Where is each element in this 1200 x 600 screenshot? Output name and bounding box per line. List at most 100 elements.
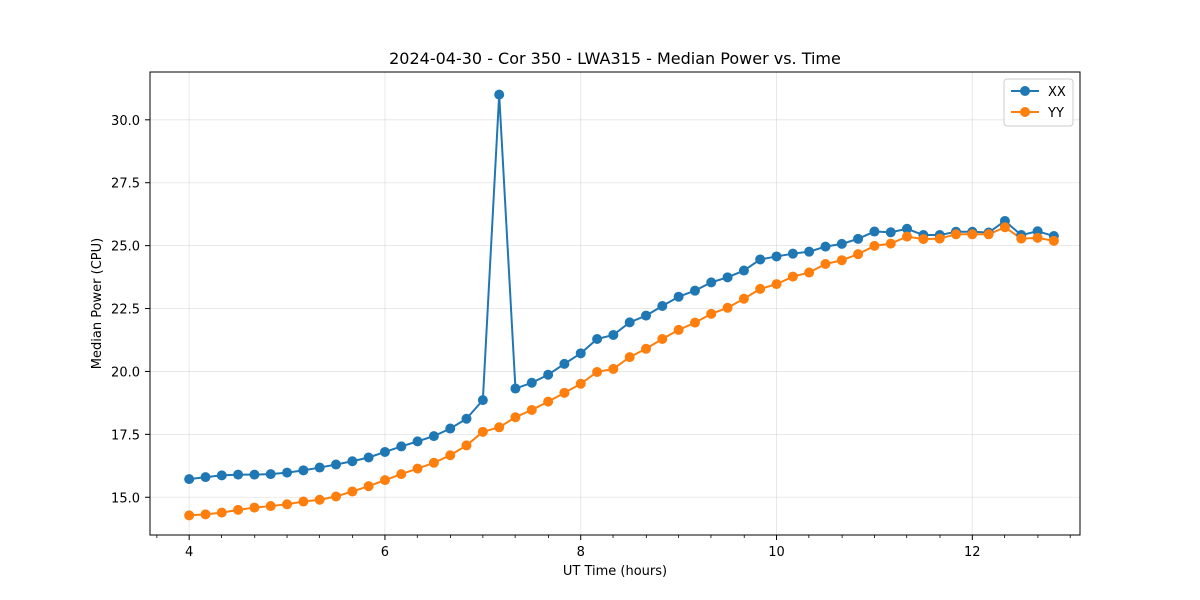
data-point-yy [1032,232,1043,243]
data-point-yy [396,469,407,480]
data-point-yy [738,293,749,304]
data-point-yy [592,366,603,377]
data-point-yy [1016,233,1027,244]
data-point-yy [689,317,700,328]
y-tick-label: 27.5 [111,177,140,192]
data-point-xx [641,310,652,321]
data-point-yy [461,440,472,451]
data-point-yy [820,258,831,269]
data-point-yy [885,238,896,249]
data-point-xx [804,246,815,257]
data-point-yy [673,324,684,335]
data-point-yy [967,229,978,240]
data-point-yy [934,233,945,244]
data-point-xx [706,277,717,288]
data-point-xx [298,465,309,476]
data-point-xx [820,241,831,252]
data-point-yy [265,501,276,512]
data-point-yy [314,494,325,505]
data-point-xx [216,470,227,481]
x-tick-label: 4 [185,545,193,560]
x-tick-label: 12 [964,545,981,560]
data-point-xx [428,431,439,442]
data-point-xx [592,333,603,344]
x-tick-label: 10 [768,545,785,560]
data-point-xx [477,395,488,406]
data-point-xx [575,348,586,359]
data-point-xx [233,469,244,480]
data-point-xx [184,474,195,485]
data-point-xx [559,358,570,369]
data-point-xx [282,467,293,478]
data-point-yy [624,352,635,363]
data-point-xx [314,462,325,473]
data-point-yy [1048,235,1059,246]
data-point-xx [461,413,472,424]
data-point-xx [608,329,619,340]
data-point-yy [902,231,913,242]
chart-title: 2024-04-30 - Cor 350 - LWA315 - Median P… [389,49,841,68]
data-point-xx [787,248,798,259]
y-tick-label: 22.5 [111,303,140,318]
data-point-xx [331,459,341,470]
y-tick-label: 17.5 [111,428,140,443]
y-tick-label: 30.0 [111,114,140,129]
data-point-yy [216,507,227,518]
y-tick-label: 25.0 [111,240,140,255]
data-point-xx [836,238,847,249]
data-point-yy [477,426,488,437]
data-point-yy [755,283,766,294]
data-point-yy [657,333,668,344]
data-point-yy [298,496,309,507]
data-point-yy [608,363,619,374]
data-point-xx [673,291,684,302]
data-point-yy [918,234,929,245]
data-point-yy [363,481,374,492]
legend: XX YY [1003,78,1074,127]
y-axis-title: Median Power (CPU) [90,238,105,369]
ticks: 4 6 8 10 12 15.0 17.5 20.0 22.5 25.0 27.5 30.0 [111,114,1071,560]
data-point-xx [902,223,913,234]
data-point-yy [379,475,390,486]
data-point-yy [428,457,439,468]
data-point-xx [396,441,407,452]
data-point-yy [184,510,195,521]
data-point-xx [379,446,390,457]
data-point-yy [543,396,554,407]
data-point-xx [869,226,880,237]
data-point-yy [575,378,586,389]
data-point-xx [510,383,521,394]
data-point-yy [983,229,994,240]
data-point-yy [510,412,521,423]
data-point-xx [657,301,668,312]
data-point-yy [853,249,864,260]
data-point-yy [412,463,423,474]
data-point-xx [853,233,864,244]
data-point-yy [559,387,570,398]
x-tick-label: 8 [577,545,585,560]
data-point-xx [624,317,635,328]
data-point-xx [885,227,896,238]
data-point-xx [249,469,260,480]
data-point-yy [869,240,880,251]
legend-marker-yy [1020,107,1030,117]
data-point-yy [999,222,1010,233]
data-point-yy [722,302,733,313]
data-point-xx [412,436,423,447]
plot-frame [149,71,1081,536]
data-point-yy [526,404,537,415]
data-point-yy [347,486,358,497]
data-point-xx [363,452,374,463]
data-point-xx [265,469,276,480]
data-point-yy [771,279,782,290]
data-point-yy [787,271,798,282]
data-point-yy [249,502,260,513]
data-point-xx [689,285,700,296]
data-point-xx [738,265,749,276]
data-point-yy [494,422,505,433]
x-tick-label: 6 [381,545,389,560]
data-point-xx [200,472,211,483]
legend-label-yy: YY [1047,106,1064,121]
data-point-yy [641,343,652,354]
